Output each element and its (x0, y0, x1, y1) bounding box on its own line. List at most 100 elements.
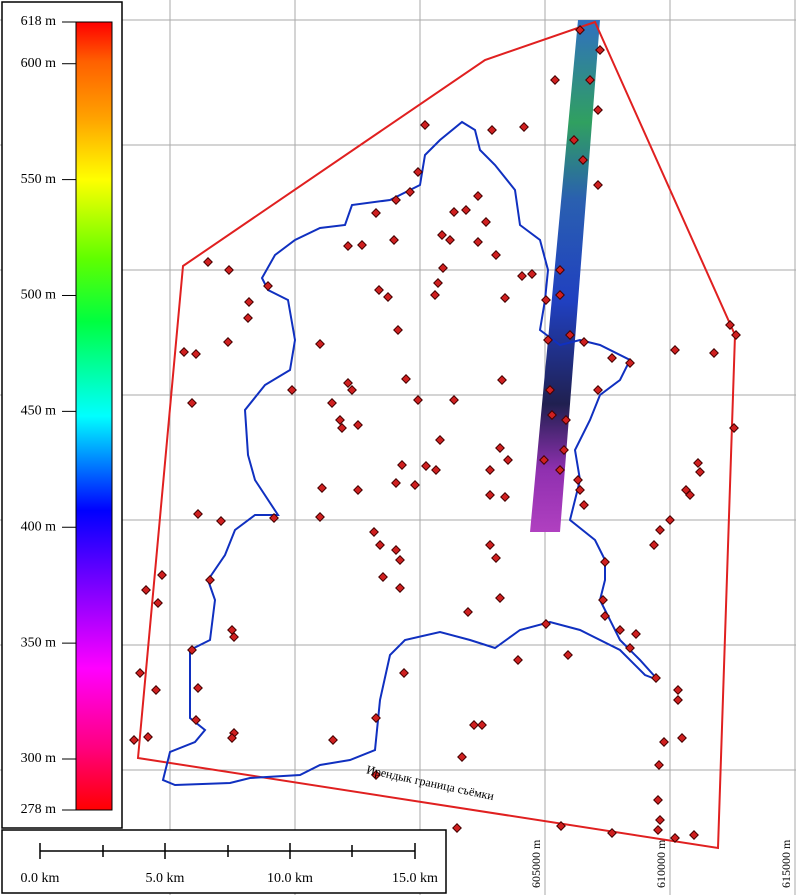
sample-point (655, 525, 665, 535)
sample-point (673, 685, 683, 695)
sample-point (607, 353, 617, 363)
sample-point (393, 325, 403, 335)
sample-point (598, 595, 608, 605)
sample-point (157, 570, 167, 580)
sample-point (135, 668, 145, 678)
sample-point (485, 465, 495, 475)
sample-point (193, 683, 203, 693)
sample-point (141, 585, 151, 595)
sample-point (435, 435, 445, 445)
sample-point (153, 598, 163, 608)
sample-point (397, 460, 407, 470)
sample-point (449, 395, 459, 405)
sample-point (563, 650, 573, 660)
sample-point (191, 715, 201, 725)
sample-point (559, 445, 569, 455)
sample-point (343, 241, 353, 251)
sample-point (593, 180, 603, 190)
raster-strip (530, 20, 600, 532)
legend-label: 550 m (21, 172, 57, 187)
sample-point (229, 632, 239, 642)
sample-point (593, 385, 603, 395)
sample-point (670, 833, 680, 843)
sample-point (193, 509, 203, 519)
sample-point (369, 527, 379, 537)
sample-point (421, 461, 431, 471)
sample-point (625, 643, 635, 653)
sample-point (375, 540, 385, 550)
sample-point (519, 122, 529, 132)
sample-point (449, 207, 459, 217)
sample-point (503, 455, 513, 465)
sample-point (491, 250, 501, 260)
sample-point (433, 278, 443, 288)
sample-point (430, 290, 440, 300)
sample-point (545, 385, 555, 395)
sample-point (677, 733, 687, 743)
sample-point (413, 395, 423, 405)
sample-point (487, 125, 497, 135)
sample-point (485, 540, 495, 550)
sample-point (357, 240, 367, 250)
sample-point (695, 467, 705, 477)
sample-point (151, 685, 161, 695)
sample-point (227, 733, 237, 743)
sample-point (539, 455, 549, 465)
sample-point (216, 516, 226, 526)
sample-point (327, 398, 337, 408)
sample-point (371, 713, 381, 723)
sample-point (517, 271, 527, 281)
sample-point (555, 290, 565, 300)
sample-point (495, 443, 505, 453)
sample-point (343, 378, 353, 388)
sample-point (547, 410, 557, 420)
sample-point (497, 375, 507, 385)
sample-point (391, 478, 401, 488)
legend-label: 618 m (21, 14, 57, 29)
sample-point (491, 553, 501, 563)
sample-point (129, 735, 139, 745)
sample-point (420, 120, 430, 130)
sample-point (649, 540, 659, 550)
sample-point (431, 465, 441, 475)
sample-point (561, 415, 571, 425)
sample-point (437, 230, 447, 240)
sample-point (224, 265, 234, 275)
sample-point (438, 263, 448, 273)
sample-point (457, 752, 467, 762)
sample-point (578, 155, 588, 165)
sample-point (555, 265, 565, 275)
sample-point (244, 297, 254, 307)
sample-point (500, 492, 510, 502)
scale-label: 15.0 km (392, 871, 438, 886)
sample-point (615, 625, 625, 635)
sample-point (452, 823, 462, 833)
sample-point (579, 337, 589, 347)
sample-point (461, 205, 471, 215)
sample-point (575, 25, 585, 35)
sample-point (729, 423, 739, 433)
sample-point (179, 347, 189, 357)
sample-point (513, 655, 523, 665)
sample-point (600, 557, 610, 567)
scale-label: 5.0 km (146, 871, 185, 886)
legend-label: 278 m (21, 802, 57, 817)
scale-panel (1, 829, 447, 894)
sample-point (405, 187, 415, 197)
sample-point (665, 515, 675, 525)
sample-point (399, 668, 409, 678)
sample-point (543, 335, 553, 345)
sample-point (654, 760, 664, 770)
sample-point (673, 695, 683, 705)
sample-point (353, 485, 363, 495)
sample-point (389, 235, 399, 245)
sample-point (693, 458, 703, 468)
sample-point (607, 828, 617, 838)
legend-label: 450 m (21, 404, 57, 419)
sample-point (353, 420, 363, 430)
sample-point (473, 191, 483, 201)
sample-point (469, 720, 479, 730)
sample-point (263, 281, 273, 291)
